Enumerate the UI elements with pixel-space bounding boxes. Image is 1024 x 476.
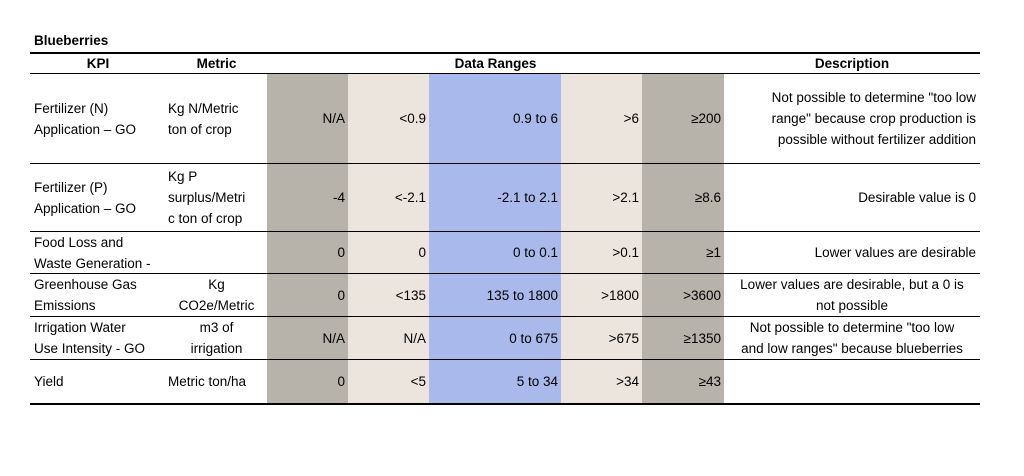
table-row: Food Loss and Waste Generation - 0 0 0 to… bbox=[0, 232, 1024, 273]
range-high: >34 bbox=[561, 360, 642, 403]
row-rule bbox=[30, 231, 980, 232]
kpi-cell: Fertilizer (P) Application – GO bbox=[34, 179, 137, 216]
metric-cell: Kg CO2e/Metric bbox=[178, 277, 255, 313]
top-rule bbox=[30, 52, 980, 54]
bottom-rule bbox=[30, 403, 980, 405]
range-too-high: ≥43 bbox=[642, 360, 724, 403]
row-rule bbox=[30, 316, 980, 317]
description-cell: Not possible to determine "too low range"… bbox=[771, 90, 976, 147]
kpi-cell: Irrigation Water Use Intensity - GO bbox=[34, 320, 146, 356]
header-kpi: KPI bbox=[86, 56, 110, 71]
range-too-high: >3600 bbox=[642, 274, 724, 316]
range-low: 0 bbox=[348, 232, 429, 273]
table-row: Irrigation Water Use Intensity - GO m3 of… bbox=[0, 317, 1024, 359]
range-high: >1800 bbox=[561, 274, 642, 316]
range-too-high: ≥1350 bbox=[642, 317, 724, 359]
description-cell: Lower values are desirable bbox=[814, 245, 976, 260]
range-too-low: -4 bbox=[267, 164, 348, 231]
kpi-cell: Yield bbox=[34, 374, 64, 389]
header-description: Description bbox=[814, 56, 890, 71]
kpi-cell: Food Loss and Waste Generation - bbox=[34, 234, 151, 271]
header-metric: Metric bbox=[196, 56, 237, 71]
range-high: >0.1 bbox=[561, 232, 642, 273]
range-desirable: 0.9 to 6 bbox=[429, 74, 561, 163]
range-low: N/A bbox=[348, 317, 429, 359]
description-cell: Not possible to determine "too low and lo… bbox=[741, 320, 963, 356]
description-cell: Desirable value is 0 bbox=[858, 190, 976, 205]
range-low: <5 bbox=[348, 360, 429, 403]
range-desirable: 135 to 1800 bbox=[429, 274, 561, 316]
row-rule bbox=[30, 163, 980, 164]
range-low: <135 bbox=[348, 274, 429, 316]
range-desirable: 5 to 34 bbox=[429, 360, 561, 403]
range-too-low: N/A bbox=[267, 74, 348, 163]
range-low: <0.9 bbox=[348, 74, 429, 163]
table-title: Blueberries bbox=[34, 33, 109, 48]
range-high: >675 bbox=[561, 317, 642, 359]
row-rule bbox=[30, 359, 980, 360]
range-too-low: 0 bbox=[267, 232, 348, 273]
table-row: Greenhouse Gas Emissions Kg CO2e/Metric 0 … bbox=[0, 274, 1024, 316]
metric-cell: Metric ton/ha bbox=[168, 374, 247, 389]
kpi-cell: Greenhouse Gas Emissions bbox=[34, 277, 137, 313]
metric-cell: m3 of irrigation bbox=[190, 320, 243, 356]
range-high: >6 bbox=[561, 74, 642, 163]
range-desirable: 0 to 0.1 bbox=[429, 232, 561, 273]
range-too-high: ≥1 bbox=[642, 232, 724, 273]
metric-cell bbox=[166, 232, 267, 273]
header-rule bbox=[30, 73, 980, 74]
description-cell bbox=[724, 360, 980, 403]
range-high: >2.1 bbox=[561, 164, 642, 231]
range-too-low: N/A bbox=[267, 317, 348, 359]
range-too-high: ≥8.6 bbox=[642, 164, 724, 231]
range-desirable: 0 to 675 bbox=[429, 317, 561, 359]
range-too-low: 0 bbox=[267, 360, 348, 403]
row-rule bbox=[30, 273, 980, 274]
kpi-cell: Fertilizer (N) Application – GO bbox=[34, 100, 137, 137]
header-data-ranges: Data Ranges bbox=[454, 56, 537, 71]
range-too-high: ≥200 bbox=[642, 74, 724, 163]
table-row: Fertilizer (N) Application – GO Kg N/Metr… bbox=[0, 74, 1024, 163]
metric-cell: Kg N/Metric ton of crop bbox=[168, 100, 239, 137]
table-row: Yield Metric ton/ha 0 <5 5 to 34 >34 ≥43 bbox=[0, 360, 1024, 403]
range-desirable: -2.1 to 2.1 bbox=[429, 164, 561, 231]
description-cell: Lower values are desirable, but a 0 is no… bbox=[740, 277, 964, 313]
range-low: <-2.1 bbox=[348, 164, 429, 231]
range-too-low: 0 bbox=[267, 274, 348, 316]
